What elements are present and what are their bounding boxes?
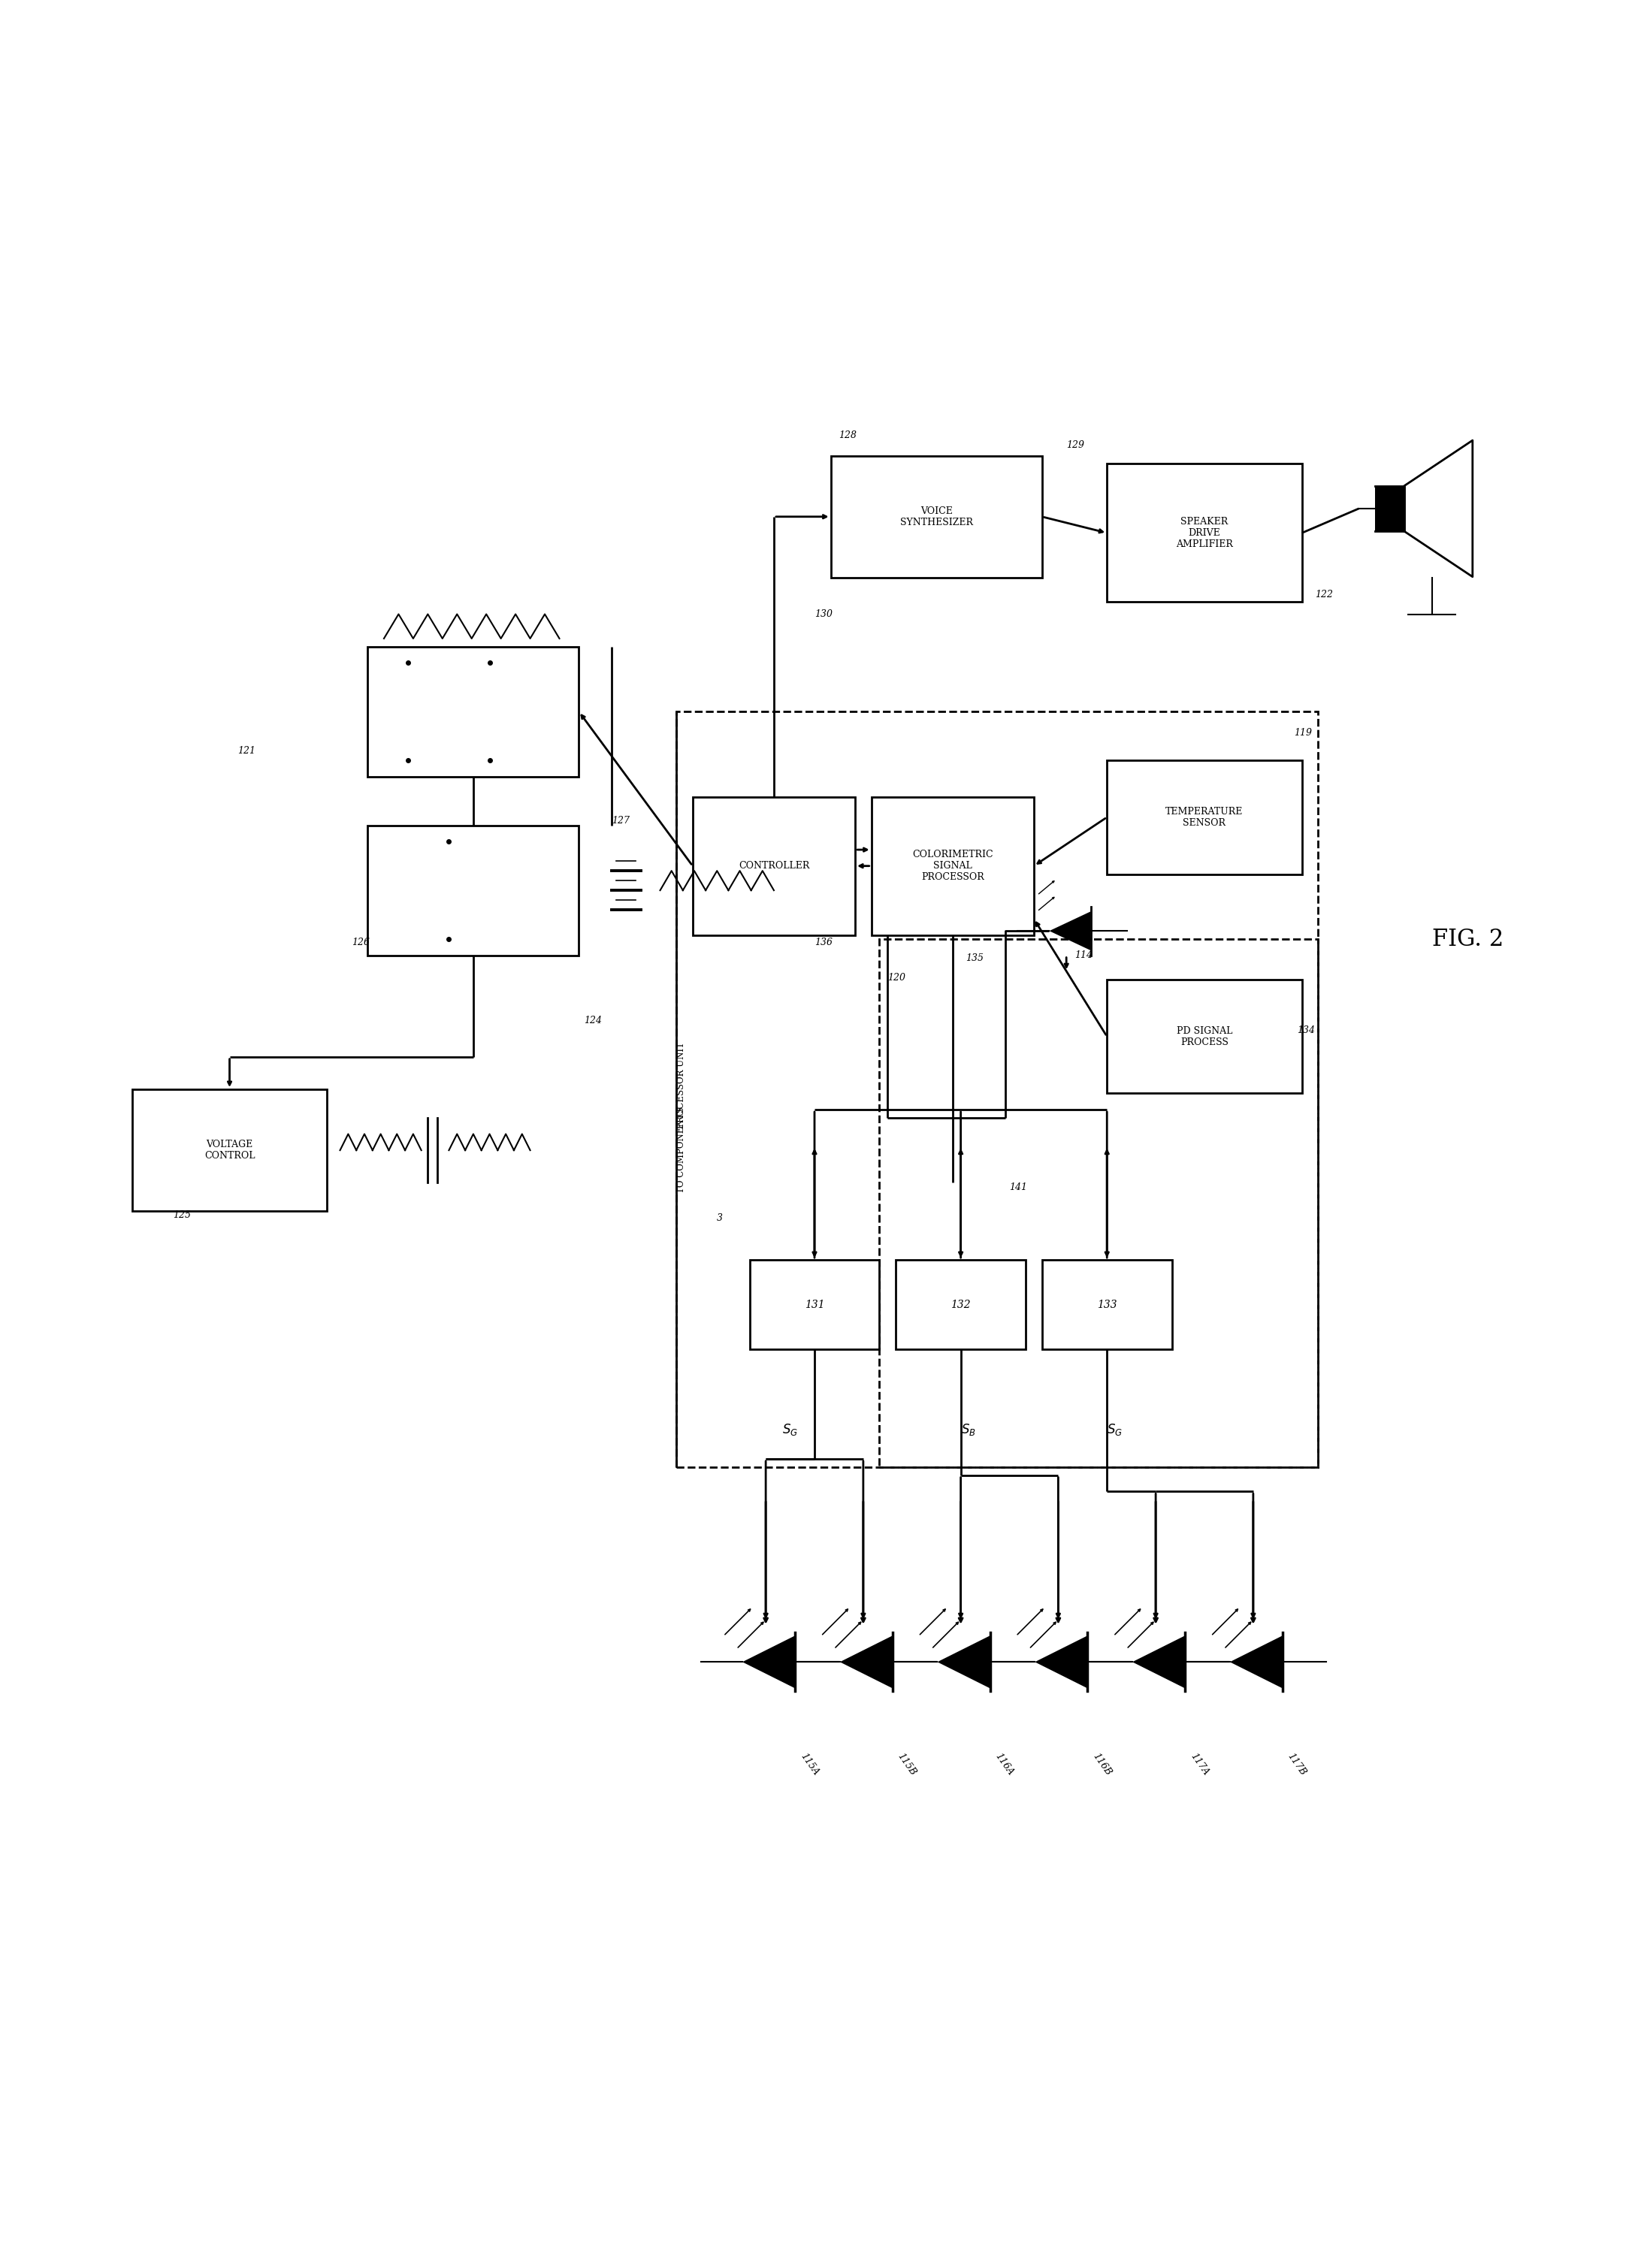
Text: $S_B$: $S_B$ xyxy=(961,1422,976,1438)
Polygon shape xyxy=(1404,440,1473,576)
Bar xyxy=(368,646,578,776)
Bar xyxy=(880,939,1318,1467)
Text: 133: 133 xyxy=(1096,1300,1117,1311)
Text: FIG. 2: FIG. 2 xyxy=(1432,928,1504,950)
Polygon shape xyxy=(743,1635,795,1687)
Text: PD SIGNAL
PROCESS: PD SIGNAL PROCESS xyxy=(1176,1025,1233,1048)
Bar xyxy=(1108,980,1302,1093)
Text: 115A: 115A xyxy=(798,1751,821,1778)
Text: 116B: 116B xyxy=(1091,1751,1113,1778)
Bar xyxy=(1108,465,1302,601)
Polygon shape xyxy=(1375,485,1404,531)
Text: 136: 136 xyxy=(814,937,832,948)
Text: 132: 132 xyxy=(951,1300,971,1311)
Text: 3: 3 xyxy=(717,1213,723,1222)
Text: 122: 122 xyxy=(1315,590,1333,599)
Polygon shape xyxy=(1230,1635,1282,1687)
Text: 114: 114 xyxy=(1075,950,1093,959)
Text: 115B: 115B xyxy=(896,1751,919,1778)
Text: $S_G$: $S_G$ xyxy=(782,1422,798,1438)
Text: $S_G$: $S_G$ xyxy=(1108,1422,1122,1438)
Text: PROCESSOR UNIT: PROCESSOR UNIT xyxy=(676,1041,686,1129)
Text: 134: 134 xyxy=(1297,1025,1315,1034)
Bar xyxy=(831,456,1043,578)
Bar xyxy=(368,826,578,955)
Text: 129: 129 xyxy=(1067,440,1085,449)
Text: VOICE
SYNTHESIZER: VOICE SYNTHESIZER xyxy=(899,506,973,526)
Polygon shape xyxy=(1049,912,1091,950)
Polygon shape xyxy=(1034,1635,1088,1687)
Polygon shape xyxy=(937,1635,990,1687)
Text: 125: 125 xyxy=(173,1211,191,1220)
Text: 116A: 116A xyxy=(994,1751,1015,1778)
Text: 127: 127 xyxy=(611,816,629,826)
Bar xyxy=(1043,1261,1171,1349)
Bar xyxy=(692,796,855,934)
Text: 120: 120 xyxy=(888,973,906,982)
Text: 117B: 117B xyxy=(1285,1751,1308,1778)
Text: 117A: 117A xyxy=(1188,1751,1210,1778)
Bar xyxy=(896,1261,1026,1349)
Polygon shape xyxy=(841,1635,893,1687)
Text: SPEAKER
DRIVE
AMPLIFIER: SPEAKER DRIVE AMPLIFIER xyxy=(1176,517,1233,549)
Text: COLORIMETRIC
SIGNAL
PROCESSOR: COLORIMETRIC SIGNAL PROCESSOR xyxy=(912,850,994,882)
Text: 119: 119 xyxy=(1293,728,1311,737)
Text: 135: 135 xyxy=(966,953,984,964)
Text: 124: 124 xyxy=(583,1016,601,1025)
Text: 130: 130 xyxy=(814,610,832,619)
Bar xyxy=(676,712,1318,1467)
Text: TO COMPONENTS: TO COMPONENTS xyxy=(676,1107,686,1193)
Bar xyxy=(1108,760,1302,873)
Bar xyxy=(132,1089,327,1211)
Bar xyxy=(872,796,1034,934)
Text: 126: 126 xyxy=(352,937,370,948)
Text: TEMPERATURE
SENSOR: TEMPERATURE SENSOR xyxy=(1166,807,1243,828)
Bar xyxy=(749,1261,880,1349)
Text: 128: 128 xyxy=(839,431,857,440)
Text: 121: 121 xyxy=(238,746,256,755)
Text: VOLTAGE
CONTROL: VOLTAGE CONTROL xyxy=(204,1141,254,1161)
Text: CONTROLLER: CONTROLLER xyxy=(738,862,810,871)
Text: 141: 141 xyxy=(1010,1182,1028,1193)
Text: 131: 131 xyxy=(805,1300,824,1311)
Polygon shape xyxy=(1132,1635,1184,1687)
